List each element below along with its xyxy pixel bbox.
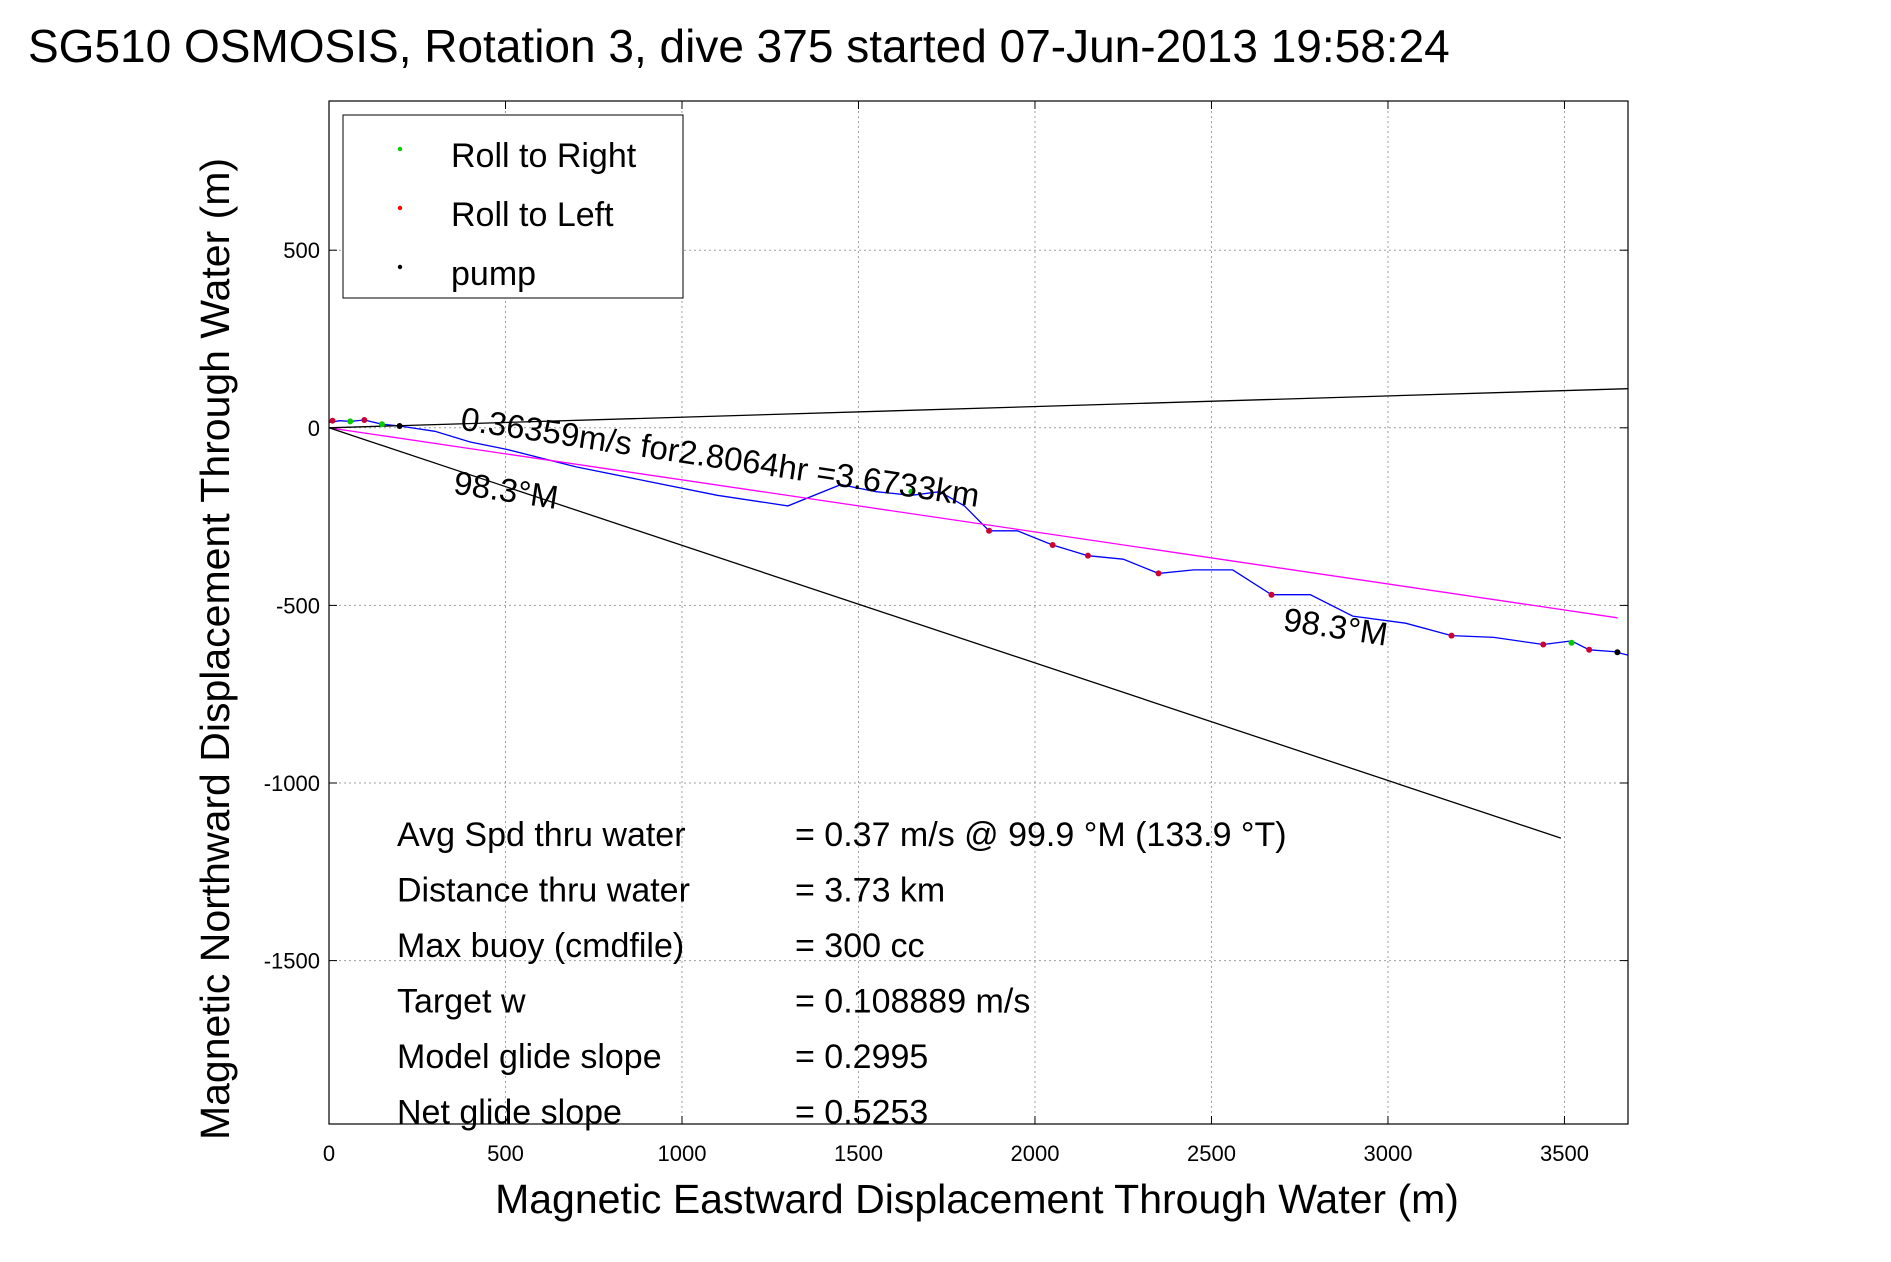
legend-label: Roll to Right xyxy=(451,137,637,175)
y-tick-label: -1500 xyxy=(264,949,320,974)
roll-left-marker xyxy=(1540,641,1547,648)
annotation-label: 98.3°M xyxy=(1281,601,1390,653)
annotation-label: 98.3°M xyxy=(452,464,561,516)
legend: Roll to Right Roll to Left pump xyxy=(342,114,684,299)
stat-label: Distance thru water xyxy=(397,872,690,910)
series-markers xyxy=(329,416,1621,656)
stat-value: = 0.37 m/s @ 99.9 °M (133.9 °T) xyxy=(795,816,1287,854)
glider-track-line xyxy=(328,419,1629,656)
x-tick-label: 3500 xyxy=(1540,1141,1589,1166)
x-tick-label: 1000 xyxy=(658,1141,707,1166)
roll-left-marker xyxy=(329,417,336,424)
x-tick-label: 0 xyxy=(323,1141,335,1166)
roll-left-marker xyxy=(1155,570,1162,577)
roll-left-marker xyxy=(986,527,993,534)
roll-left-marker xyxy=(1268,591,1275,598)
stat-value: = 0.2995 xyxy=(795,1038,928,1076)
y-tick-label: -1000 xyxy=(264,771,320,796)
x-tick-label: 500 xyxy=(487,1141,524,1166)
annotations: 0.36359m/s for2.8064hr =3.6733km98.3°M98… xyxy=(452,400,1391,653)
roll-right-marker xyxy=(1568,639,1575,646)
legend-marker xyxy=(397,264,403,270)
stat-label: Net glide slope xyxy=(397,1094,622,1132)
chart-title: SG510 OSMOSIS, Rotation 3, dive 375 star… xyxy=(28,20,1450,72)
roll-right-marker xyxy=(378,421,385,428)
stat-value: = 0.108889 m/s xyxy=(795,983,1030,1021)
stat-value: = 300 cc xyxy=(795,927,924,965)
roll-left-marker xyxy=(1586,646,1593,653)
upper-bound-line xyxy=(328,388,1629,429)
x-tick-label: 2000 xyxy=(1011,1141,1060,1166)
roll-left-marker xyxy=(361,416,368,423)
plot-frame xyxy=(328,100,1629,1125)
roll-right-marker xyxy=(347,418,354,425)
stat-label: Max buoy (cmdfile) xyxy=(397,927,684,965)
x-tick-label: 3000 xyxy=(1363,1141,1412,1166)
roll-left-marker xyxy=(1448,632,1455,639)
legend-marker xyxy=(397,205,403,211)
pump-marker xyxy=(396,423,403,430)
y-axis-label: Magnetic Northward Displacement Through … xyxy=(192,158,238,1140)
lower-bound-line xyxy=(328,427,1562,839)
pump-marker xyxy=(1614,649,1621,656)
stat-label: Model glide slope xyxy=(397,1038,662,1076)
roll-right-marker xyxy=(908,488,915,495)
y-tick-label: -500 xyxy=(276,593,320,618)
grid xyxy=(329,101,1628,1124)
roll-left-marker xyxy=(1049,542,1056,549)
y-tick-label: 500 xyxy=(283,238,320,263)
axis-ticks: 0 500 1000 1500 2000 2500 3000 3500 500 0 -500 -100… xyxy=(264,101,1628,1166)
series-lines xyxy=(328,388,1629,839)
stat-label: Avg Spd thru water xyxy=(397,816,686,854)
stats-block: Avg Spd thru water = 0.37 m/s @ 99.9 °M (… xyxy=(397,816,1287,1132)
roll-left-marker xyxy=(1084,552,1091,559)
legend-marker xyxy=(397,146,403,152)
x-tick-label: 1500 xyxy=(834,1141,883,1166)
y-tick-label: 0 xyxy=(308,416,320,441)
stat-label: Target w xyxy=(397,983,526,1021)
x-axis-label: Magnetic Eastward Displacement Through W… xyxy=(495,1176,1459,1222)
legend-label: Roll to Left xyxy=(451,196,614,234)
mean-heading-line xyxy=(328,427,1618,619)
stat-value: = 3.73 km xyxy=(795,872,945,910)
legend-label: pump xyxy=(451,255,536,293)
x-tick-label: 2500 xyxy=(1187,1141,1236,1166)
stat-value: = 0.5253 xyxy=(795,1094,928,1132)
